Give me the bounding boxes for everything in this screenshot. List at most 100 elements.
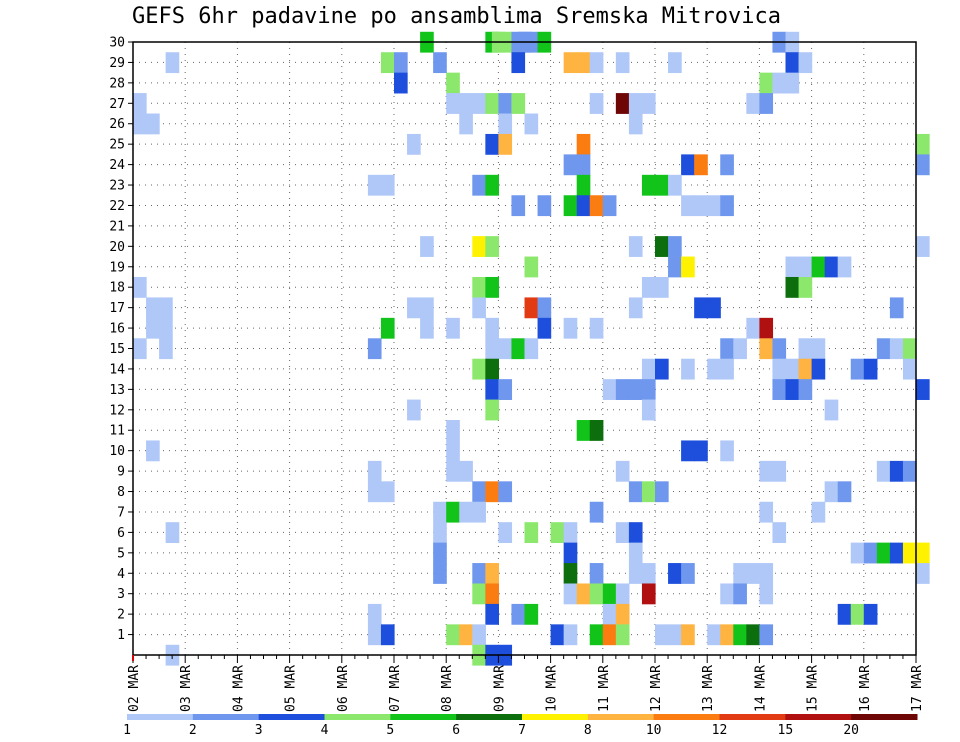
data-cell [785,52,800,74]
data-cell [146,113,160,135]
data-cell [472,624,486,646]
data-cell [863,603,878,625]
x-tick-label: 04 MAR [231,665,246,712]
colorbar-label: 4 [321,723,329,738]
data-cell [472,236,486,257]
data-cell [889,542,904,564]
data-cell [746,563,760,584]
data-cell [759,583,774,605]
data-cell [133,276,147,298]
y-tick-label: 6 [117,526,125,541]
data-cell [146,297,160,319]
y-tick-label: 15 [109,342,125,357]
data-cell [772,72,787,94]
data-cell [655,358,669,380]
data-cell [863,542,878,564]
colorbar-label: 3 [255,723,263,738]
y-tick-label: 3 [117,587,125,602]
data-cell [589,195,604,217]
data-cell [159,338,173,360]
data-cell [798,338,813,360]
data-cell [511,603,526,625]
data-cell [628,542,643,564]
x-tick-label: 17 MAR [910,665,925,712]
x-tick-label: 11 MAR [597,665,612,712]
y-tick-label: 18 [109,281,125,296]
data-cell [524,113,539,135]
data-cell [485,338,499,360]
y-tick-label: 7 [117,505,125,520]
data-cell [472,174,486,196]
data-cell [563,52,578,74]
data-cell [733,563,747,584]
data-cell [615,624,630,646]
data-cell [628,563,643,584]
data-cell [707,297,721,319]
x-tick-label: 15 MAR [806,665,821,712]
data-cell [485,174,499,196]
data-cell [367,460,382,482]
data-cell [889,297,904,319]
data-cell [498,379,513,400]
data-cell [420,297,434,319]
colorbar-segment [127,714,194,720]
data-cell [746,624,760,646]
colorbar-label: 2 [189,723,197,738]
y-tick-label: 11 [109,424,125,439]
data-cell [485,481,499,503]
data-cell [498,522,513,544]
x-tick-label: 07 MAR [388,665,403,712]
data-cell [420,317,434,339]
data-cell [511,195,526,217]
data-cell [772,358,787,380]
data-cell [472,563,486,584]
chart-title: GEFS 6hr padavine po ansamblima Sremska … [132,4,782,29]
data-cell [720,583,734,605]
colorbar-label: 20 [843,723,859,738]
data-cell [902,338,917,360]
data-cell [485,358,499,380]
y-tick-label: 20 [109,240,125,255]
data-cell [759,338,774,360]
data-cell [524,603,539,625]
data-cell [889,338,904,360]
data-cell [837,481,852,503]
data-cell [407,399,421,421]
data-cell [641,399,656,421]
colorbar-label: 15 [778,723,794,738]
data-cell [550,624,565,646]
data-cell [615,603,630,625]
x-tick-label: 02 MAR [127,665,142,712]
x-tick-label: 05 MAR [284,665,299,712]
data-cell [420,236,434,257]
data-cell [746,317,760,339]
data-cell [380,174,395,196]
data-cell [655,276,669,298]
data-cell [707,624,721,646]
y-tick-label: 2 [117,608,125,623]
data-cell [537,317,552,339]
data-cell [641,276,656,298]
data-cell [602,195,617,217]
colorbar-segment [587,714,655,720]
data-cell [916,542,930,564]
data-cell [655,481,669,503]
y-tick-label: 4 [117,567,125,582]
data-cell [165,52,180,74]
colorbar-segment [456,714,523,720]
data-cell [628,236,643,257]
data-cell [824,481,839,503]
data-cell [668,563,682,584]
data-cell [367,338,382,360]
colorbar-label: 7 [518,723,526,738]
data-cell [524,297,539,319]
y-tick-label: 1 [117,628,125,643]
data-cell [772,522,787,544]
data-cell [146,440,160,462]
data-cell [485,276,499,298]
x-tick-label: 10 MAR [545,665,560,712]
data-cell [498,133,513,155]
data-cell [446,440,460,462]
data-cell [459,460,473,482]
